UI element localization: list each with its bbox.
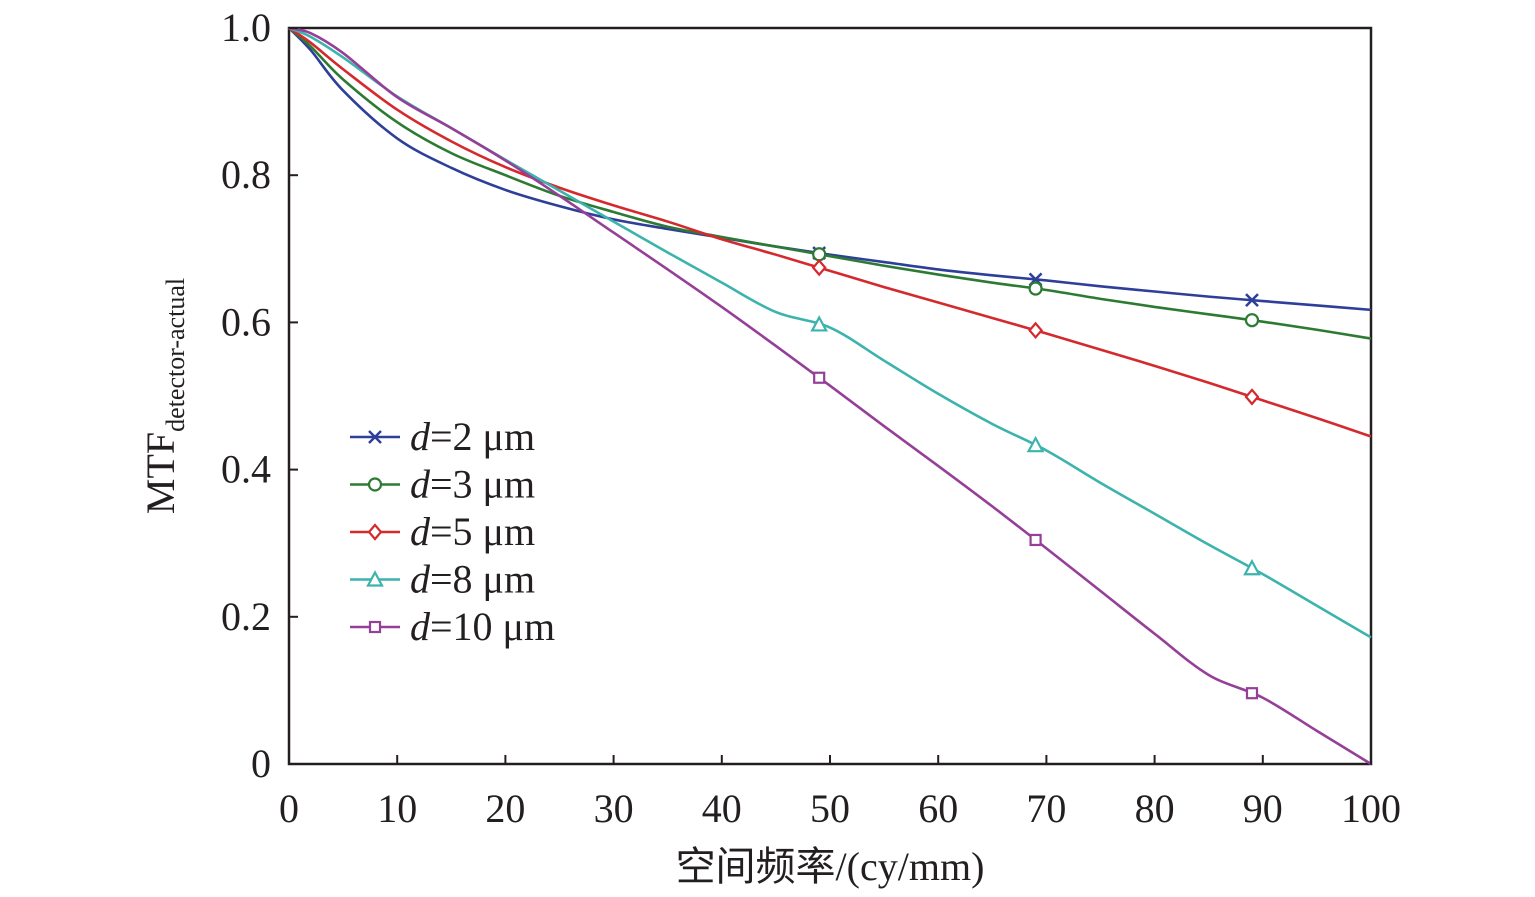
- legend-label: d=3 μm: [410, 462, 535, 507]
- x-tick-label: 90: [1243, 786, 1283, 831]
- series-1: [288, 27, 1372, 312]
- legend-entry: d=2 μm: [350, 414, 535, 459]
- plot-area: [287, 26, 1373, 766]
- x-tick-label: 40: [702, 786, 742, 831]
- legend-marker: [367, 477, 383, 492]
- data-point: [1244, 388, 1260, 406]
- marker-stroke: [1245, 293, 1259, 308]
- data-point: [1029, 533, 1042, 547]
- y-tick-label: 1.0: [221, 5, 271, 50]
- series-5: [288, 26, 1372, 766]
- y-tick-label: 0.8: [221, 152, 271, 197]
- data-point: [1243, 558, 1261, 576]
- data-point: [812, 247, 827, 262]
- y-tick-label: 0: [251, 741, 271, 786]
- legend-entry: d=8 μm: [350, 557, 535, 602]
- legend-label-rest: =3 μm: [430, 462, 535, 507]
- y-tick-label: 0.6: [221, 299, 271, 344]
- legend-entry: d=10 μm: [350, 604, 555, 649]
- data-point: [813, 371, 826, 384]
- x-tick-label: 80: [1135, 786, 1175, 831]
- legend-label: d=10 μm: [410, 604, 555, 649]
- data-point: [1026, 435, 1045, 453]
- legend-label-italic: d: [410, 604, 431, 649]
- legend-label-italic: d: [410, 462, 431, 507]
- legend-label-italic: d: [410, 509, 431, 554]
- data-point: [1028, 321, 1044, 340]
- legend: d=2 μmd=3 μmd=5 μmd=8 μmd=10 μm: [350, 414, 555, 649]
- x-axis-title: 空间频率/(cy/mm): [676, 844, 985, 889]
- legend-marker: [366, 570, 384, 587]
- y-axis-title-main: MTF: [138, 432, 183, 514]
- data-point: [1245, 293, 1259, 308]
- data-point: [1245, 687, 1259, 700]
- series-line: [288, 27, 1372, 340]
- axis-ticks: 0 10 20 30 40 50 60 70 80 90 100 0 0.2 0.4 0.6 0.8 1.0: [221, 5, 1401, 831]
- legend-label-italic: d: [410, 557, 431, 602]
- x-tick-label: 0: [279, 786, 299, 831]
- data-point: [1028, 281, 1043, 296]
- legend-label: d=5 μm: [410, 509, 535, 554]
- y-tick-label: 0.4: [221, 447, 271, 492]
- legend-label-rest: =5 μm: [430, 509, 535, 554]
- data-point: [810, 315, 829, 332]
- legend-label-rest: =2 μm: [430, 414, 535, 459]
- series-line: [288, 26, 1372, 438]
- legend-label-rest: =8 μm: [430, 557, 535, 602]
- y-tick-label: 0.2: [221, 594, 271, 639]
- legend-marker: [367, 523, 383, 541]
- legend-label: d=8 μm: [410, 557, 535, 602]
- legend-entry: d=3 μm: [350, 462, 535, 507]
- series-3: [288, 26, 1372, 438]
- x-tick-label: 50: [810, 786, 850, 831]
- x-tick-label: 100: [1341, 786, 1401, 831]
- data-point: [1244, 313, 1260, 328]
- series-line: [288, 27, 1372, 312]
- x-tick-label: 10: [377, 786, 417, 831]
- series-line: [288, 26, 1372, 766]
- legend-entry: d=5 μm: [350, 509, 535, 554]
- legend-label-rest: =10 μm: [430, 604, 555, 649]
- y-axis-title-subscript: detector-actual: [161, 278, 190, 432]
- x-tick-label: 30: [594, 786, 634, 831]
- data-point: [811, 258, 827, 277]
- series-layer: [288, 26, 1372, 766]
- x-tick-label: 60: [918, 786, 958, 831]
- legend-marker: [368, 620, 382, 634]
- x-tick-label: 70: [1026, 786, 1066, 831]
- legend-label: d=2 μm: [410, 414, 535, 459]
- x-tick-label: 20: [485, 786, 525, 831]
- marker-stroke: [368, 430, 382, 444]
- legend-marker: [368, 430, 382, 444]
- legend-label-italic: d: [410, 414, 431, 459]
- y-axis-title: MTFdetector-actual: [138, 278, 190, 514]
- plot-border: [287, 26, 1373, 766]
- series-2: [288, 27, 1372, 340]
